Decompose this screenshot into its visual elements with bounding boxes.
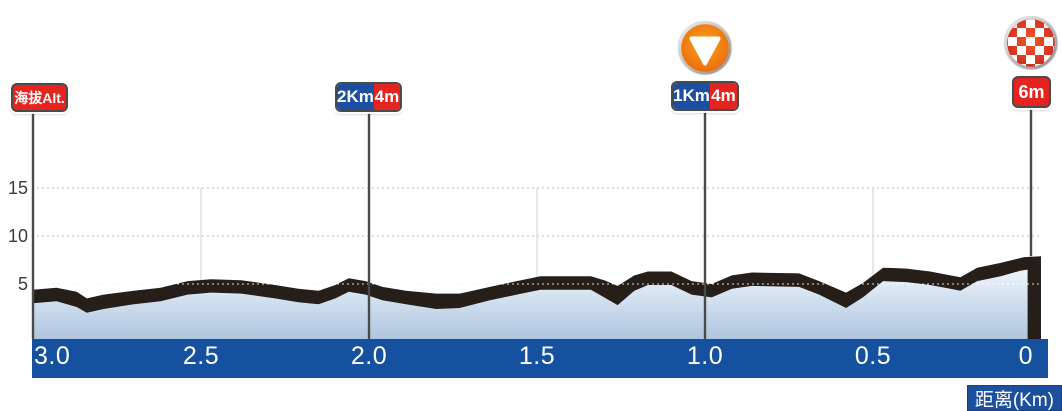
x-axis-tick-label: 3.0 — [34, 342, 71, 370]
marker-2km-distance-label: 2Km — [337, 84, 374, 110]
marker-2km-altitude-label: 4m — [373, 84, 400, 110]
marker-1km-altitude-label: 4m — [709, 83, 737, 109]
altitude-legend-badge: 海拔Alt. — [11, 83, 68, 112]
x-axis-tick-label: 2.5 — [182, 342, 220, 370]
x-axis-unit-badge: 距离(Km) — [966, 385, 1062, 411]
x-axis-tick-label: 0.5 — [854, 342, 892, 370]
x-axis-tick-label: 1.5 — [518, 342, 556, 370]
marker-finish-altitude-badge: 6m — [1012, 76, 1051, 108]
x-axis-tick-label: 0 — [1018, 342, 1033, 370]
marker-1km-badge: 1Km 4m — [671, 81, 739, 111]
marker-2km-badge: 2Km 4m — [335, 82, 402, 112]
x-axis-tick-label: 1.0 — [686, 342, 724, 370]
finish-checkered-icon — [1003, 15, 1059, 71]
last-km-triangle-icon — [677, 20, 733, 76]
y-axis-tick-label: 5 — [17, 274, 28, 294]
y-axis-tick-label: 15 — [7, 178, 28, 198]
y-axis-tick-label: 10 — [7, 226, 28, 246]
marker-1km-distance-label: 1Km — [673, 83, 710, 109]
x-axis-tick-label: 2.0 — [350, 342, 388, 370]
